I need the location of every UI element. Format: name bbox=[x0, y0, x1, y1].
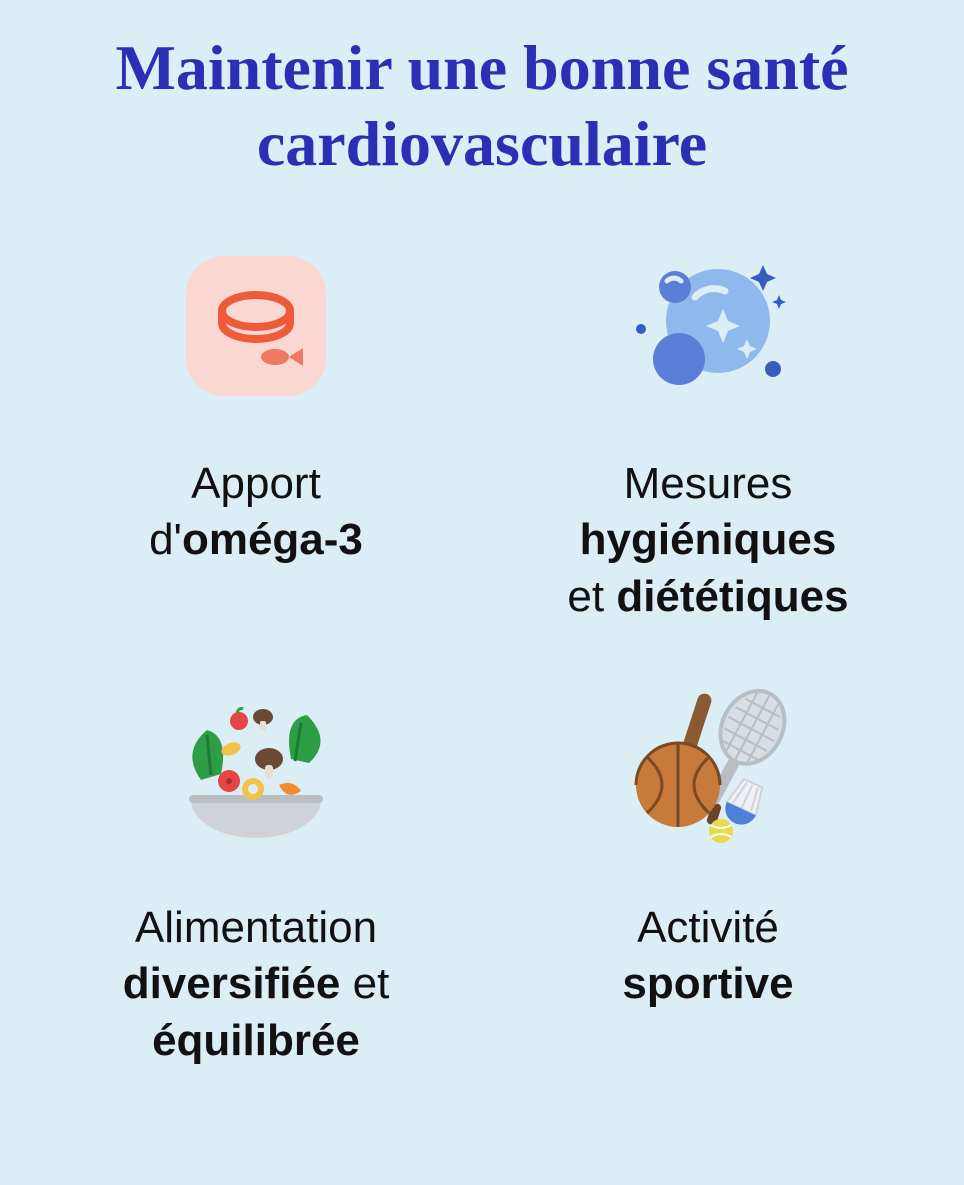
card-caption: Activité sportive bbox=[622, 900, 793, 1013]
caption-text: d' bbox=[149, 515, 182, 564]
caption-text: et bbox=[340, 959, 389, 1008]
caption-bold: diversifiée bbox=[123, 959, 341, 1008]
sports-gear-icon bbox=[623, 685, 793, 855]
caption-text: Apport bbox=[191, 459, 321, 508]
omega3-capsule-icon bbox=[171, 241, 341, 411]
caption-bold: sportive bbox=[622, 959, 793, 1008]
card-caption: Apport d'oméga-3 bbox=[149, 456, 363, 569]
card-caption: Mesures hygiéniques et diététiques bbox=[567, 456, 848, 625]
page-title: Maintenir une bonne santé cardiovasculai… bbox=[50, 30, 914, 181]
card-sport: Activité sportive bbox=[502, 685, 914, 1069]
caption-bold: diététiques bbox=[616, 572, 848, 621]
card-caption: Alimentation diversifiée et équilibrée bbox=[123, 900, 390, 1069]
salad-bowl-icon bbox=[171, 685, 341, 855]
cards-grid: Apport d'oméga-3 bbox=[50, 241, 914, 1069]
caption-bold: hygiéniques bbox=[580, 515, 837, 564]
card-hygiene: Mesures hygiéniques et diététiques bbox=[502, 241, 914, 625]
caption-bold: oméga-3 bbox=[182, 515, 363, 564]
caption-text: Mesures bbox=[624, 459, 793, 508]
caption-text: et bbox=[567, 572, 616, 621]
card-alimentation: Alimentation diversifiée et équilibrée bbox=[50, 685, 462, 1069]
card-omega3: Apport d'oméga-3 bbox=[50, 241, 462, 625]
caption-bold: équilibrée bbox=[152, 1016, 360, 1065]
bubbles-sparkle-icon bbox=[623, 241, 793, 411]
caption-text: Alimentation bbox=[135, 903, 377, 952]
infographic-page: Maintenir une bonne santé cardiovasculai… bbox=[0, 0, 964, 1185]
caption-text: Activité bbox=[637, 903, 779, 952]
